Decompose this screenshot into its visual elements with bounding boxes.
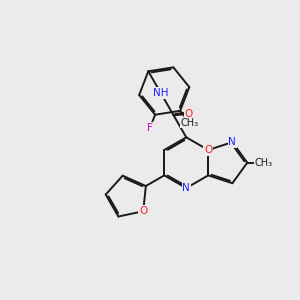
Text: O: O xyxy=(204,145,212,155)
Text: F: F xyxy=(147,123,153,133)
Text: CH₃: CH₃ xyxy=(181,118,199,128)
Text: CH₃: CH₃ xyxy=(255,158,273,168)
Text: N: N xyxy=(182,183,190,193)
Text: N: N xyxy=(229,137,236,147)
Text: O: O xyxy=(185,109,193,119)
Text: NH: NH xyxy=(153,88,169,98)
Text: O: O xyxy=(139,206,147,216)
